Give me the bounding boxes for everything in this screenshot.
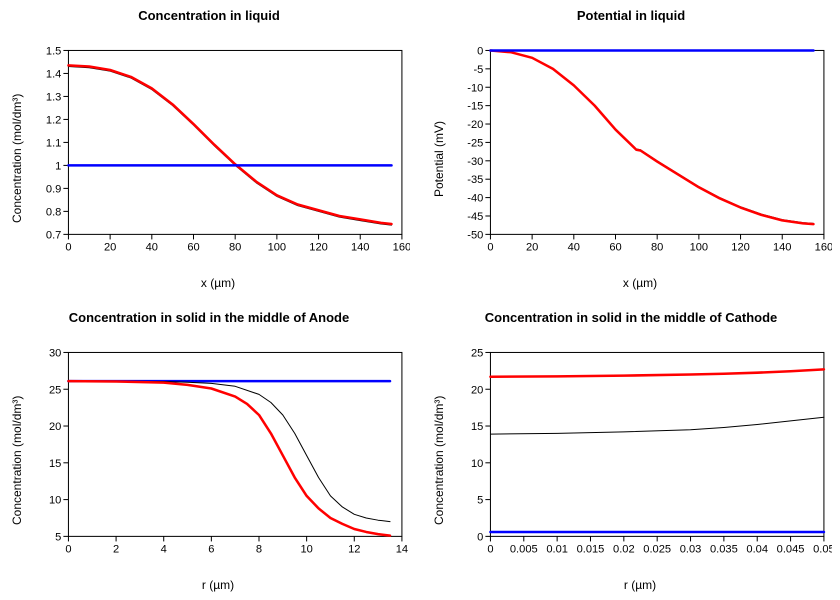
x-tick-label: 0.02 (613, 544, 635, 556)
y-tick-label: -10 (467, 82, 483, 94)
chart-title: Potential in liquid (430, 8, 832, 23)
y-tick-label: -25 (467, 137, 483, 149)
x-tick-label: 0.025 (643, 544, 671, 556)
x-tick-label: 0.03 (680, 544, 702, 556)
panel-anode_conc: Concentration in solid in the middle of … (8, 310, 410, 592)
x-tick-label: 160 (393, 242, 410, 254)
y-tick-label: 15 (471, 421, 483, 433)
y-tick-label: 0.9 (46, 183, 61, 195)
y-tick-label: 20 (49, 421, 61, 433)
x-tick-label: 40 (146, 242, 158, 254)
x-tick-label: 0 (487, 544, 493, 556)
x-tick-label: 0.01 (546, 544, 568, 556)
y-tick-label: 0.8 (46, 206, 61, 218)
chart-title: Concentration in liquid (8, 8, 410, 23)
x-tick-label: 0 (487, 242, 493, 254)
x-tick-label: 8 (256, 544, 262, 556)
x-tick-label: 140 (351, 242, 370, 254)
chart-title: Concentration in solid in the middle of … (430, 310, 832, 325)
chart-title: Concentration in solid in the middle of … (8, 310, 410, 325)
chart-svg: 0 20 40 60 80 100 120 140 160 0.7 0.8 0.9 1 1.1 1.2 1.3… (26, 27, 410, 274)
x-tick-label: 0.005 (510, 544, 538, 556)
x-tick-label: 60 (609, 242, 621, 254)
x-axis-label: x (µm) (448, 276, 832, 290)
y-tick-label: 10 (49, 495, 61, 507)
x-tick-label: 4 (161, 544, 167, 556)
x-tick-label: 0 (65, 544, 71, 556)
y-axis-label: Concentration (mol/dm³) (8, 27, 26, 290)
chart-svg: 0 0.005 0.01 0.015 0.02 0.025 0.03 0.035 0.04 0.0… (448, 329, 832, 576)
y-tick-label: -50 (467, 229, 483, 241)
chart-svg: 0 2 4 6 8 10 12 14 5 10 15 20 25 30 (26, 329, 410, 576)
x-tick-label: 60 (187, 242, 199, 254)
x-tick-label: 120 (309, 242, 328, 254)
y-tick-label: 0 (477, 531, 483, 543)
y-tick-label: 25 (471, 348, 483, 360)
x-tick-label: 0.045 (777, 544, 805, 556)
series-red (490, 50, 813, 224)
y-tick-label: 15 (49, 458, 61, 470)
y-axis-label: Concentration (mol/dm³) (430, 329, 448, 592)
x-tick-label: 0.035 (710, 544, 738, 556)
y-tick-label: 1.3 (46, 91, 61, 103)
x-tick-label: 40 (568, 242, 580, 254)
y-tick-label: 0 (477, 46, 483, 58)
y-tick-label: 5 (477, 495, 483, 507)
x-tick-label: 160 (815, 242, 832, 254)
series-red (68, 65, 391, 224)
y-tick-label: 1.1 (46, 137, 61, 149)
y-tick-label: -20 (467, 119, 483, 131)
x-tick-label: 80 (651, 242, 663, 254)
panel-cathode_conc: Concentration in solid in the middle of … (430, 310, 832, 592)
y-tick-label: 10 (471, 458, 483, 470)
y-tick-label: 25 (49, 384, 61, 396)
x-tick-label: 0 (65, 242, 71, 254)
y-tick-label: 5 (55, 531, 61, 543)
panel-liq_pot: Potential in liquid Potential (mV) 0 20 40 60… (430, 8, 832, 290)
y-tick-label: 20 (471, 384, 483, 396)
x-tick-label: 20 (104, 242, 116, 254)
y-tick-label: 1 (55, 160, 61, 172)
y-tick-label: -30 (467, 156, 483, 168)
x-tick-label: 14 (396, 544, 408, 556)
y-tick-label: 1.5 (46, 46, 61, 58)
y-axis-label: Concentration (mol/dm³) (8, 329, 26, 592)
x-tick-label: 10 (300, 544, 312, 556)
x-axis-label: r (µm) (26, 578, 410, 592)
x-axis-label: r (µm) (448, 578, 832, 592)
y-tick-label: -45 (467, 211, 483, 223)
x-tick-label: 0.05 (813, 544, 832, 556)
x-tick-label: 80 (229, 242, 241, 254)
x-tick-label: 12 (348, 544, 360, 556)
y-tick-label: 0.7 (46, 229, 61, 241)
y-tick-label: -35 (467, 174, 483, 186)
series-red (490, 369, 823, 376)
x-tick-label: 2 (113, 544, 119, 556)
chart-svg: 020406080100120140160-50-45-40-35-30-25-… (448, 27, 832, 274)
y-tick-label: -5 (473, 64, 483, 76)
x-tick-label: 0.04 (746, 544, 768, 556)
y-tick-label: -40 (467, 193, 483, 205)
x-axis-label: x (µm) (26, 276, 410, 290)
series-black (490, 417, 823, 434)
y-tick-label: 1.4 (46, 68, 61, 80)
y-tick-label: -15 (467, 101, 483, 113)
x-tick-label: 0.015 (577, 544, 605, 556)
series-red (68, 381, 390, 535)
y-tick-label: 30 (49, 348, 61, 360)
x-tick-label: 100 (268, 242, 287, 254)
x-tick-label: 120 (731, 242, 750, 254)
y-tick-label: 1.2 (46, 114, 61, 126)
y-axis-label: Potential (mV) (430, 27, 448, 290)
series-black (68, 381, 390, 522)
x-tick-label: 140 (773, 242, 792, 254)
series-black (490, 50, 813, 223)
panel-liq_conc: Concentration in liquid Concentration (mo… (8, 8, 410, 290)
x-tick-label: 6 (208, 544, 214, 556)
x-tick-label: 20 (526, 242, 538, 254)
series-black (68, 67, 391, 226)
x-tick-label: 100 (690, 242, 709, 254)
